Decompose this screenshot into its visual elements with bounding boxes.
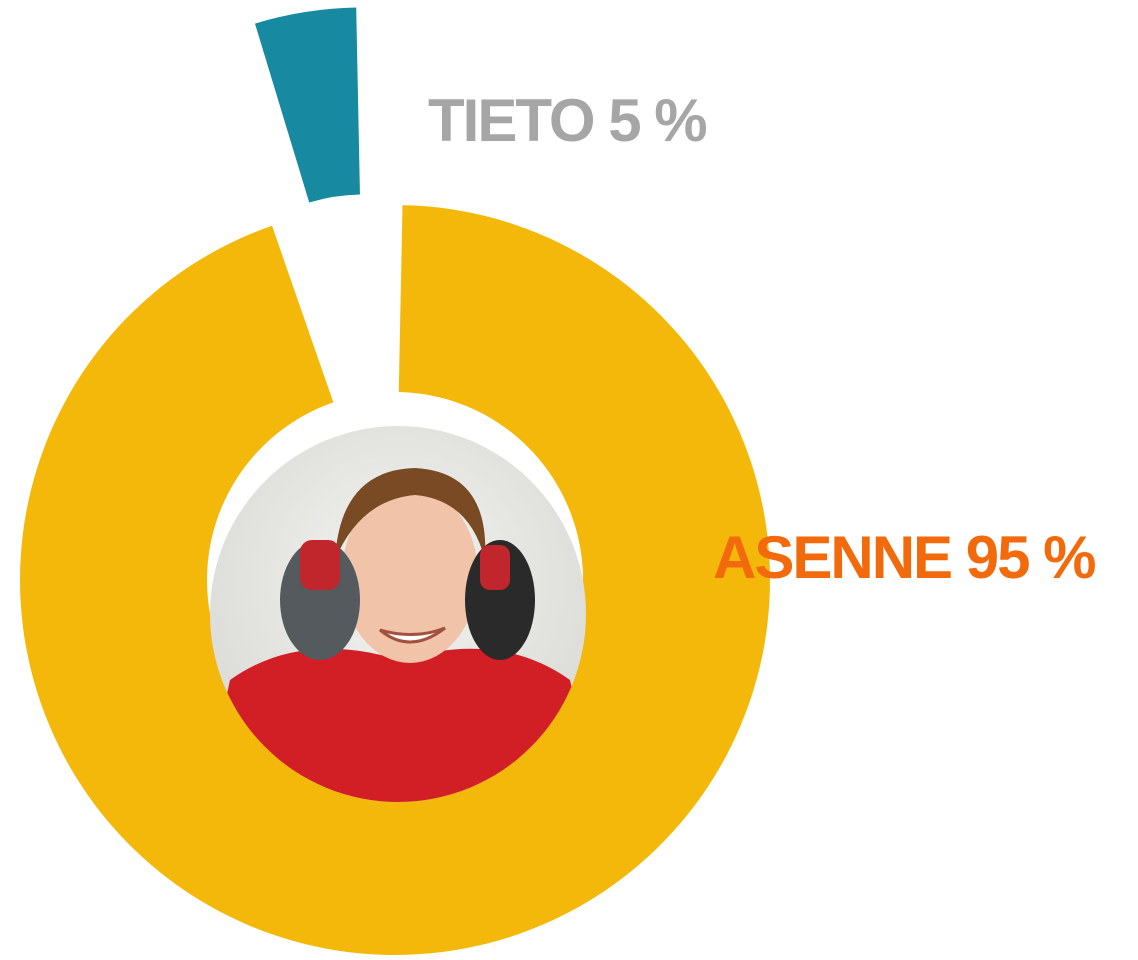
value-label: 95 % <box>966 524 1095 591</box>
label-asenne: ASENNE 95 % <box>713 524 1095 591</box>
category-label: ASENNE <box>713 524 951 591</box>
photo <box>210 426 586 802</box>
slice <box>19 205 770 955</box>
slice <box>254 7 360 203</box>
label-tieto: TIETO 5 % <box>428 87 706 154</box>
value-label: 5 % <box>608 87 706 154</box>
category-label: TIETO <box>428 87 594 154</box>
slices <box>19 7 770 955</box>
